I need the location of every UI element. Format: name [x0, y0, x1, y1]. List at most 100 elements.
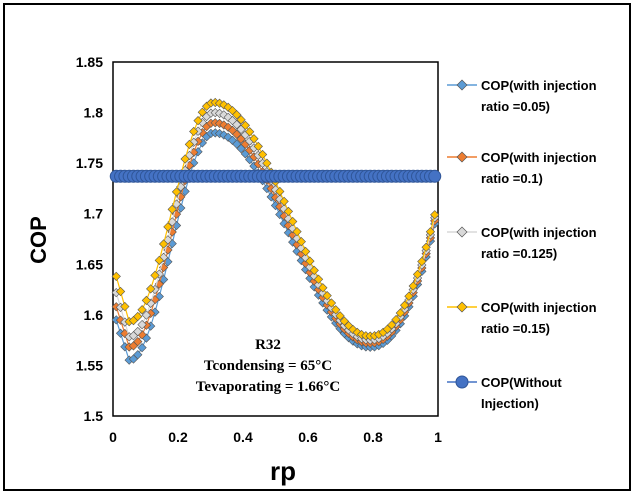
legend-item-3: COP(with injection ratio =0.125)	[447, 225, 597, 261]
data-point	[232, 129, 242, 139]
legend-item-2: COP(with injection ratio =0.1)	[447, 150, 597, 186]
data-point	[387, 320, 397, 330]
legend-label: Injection)	[481, 396, 539, 411]
data-point	[120, 301, 130, 312]
data-point	[146, 284, 156, 294]
data-point	[262, 158, 272, 168]
x-axis-ticks: 0 0.2 0.4 0.6 0.8 1	[109, 429, 442, 445]
y-tick-label: 1.7	[84, 206, 104, 222]
data-point	[240, 120, 250, 130]
data-point	[430, 210, 440, 220]
data-point	[133, 337, 143, 347]
data-point	[137, 343, 147, 353]
legend-label: ratio =0.05)	[481, 99, 550, 114]
data-point	[167, 204, 177, 214]
data-point	[163, 222, 173, 232]
x-tick-label: 0.2	[168, 429, 188, 445]
chart-annotation: R32 Tcondensing = 65°C Tevaporating = 1.…	[196, 337, 340, 395]
legend-marker	[456, 226, 468, 238]
data-point	[189, 126, 199, 137]
data-point	[141, 295, 152, 306]
legend-item-5: COP(Without Injection)	[447, 375, 562, 411]
data-point	[193, 116, 203, 126]
legend-label: ratio =0.125)	[481, 246, 557, 261]
annotation-line-3: Tevaporating = 1.66°C	[196, 379, 340, 395]
series-5	[109, 169, 442, 183]
legend-marker	[456, 301, 468, 313]
data-point	[288, 216, 298, 227]
x-tick-label: 0.4	[233, 429, 253, 445]
legend-label: COP(with injection	[481, 78, 597, 93]
legend-label: COP(with injection	[481, 300, 597, 315]
data-point	[245, 127, 255, 137]
data-point	[279, 196, 289, 206]
data-point	[408, 281, 418, 291]
data-point	[322, 291, 332, 301]
data-point	[133, 326, 143, 337]
data-point	[253, 141, 263, 151]
data-point	[171, 187, 182, 197]
data-point	[296, 237, 306, 247]
data-point	[425, 227, 436, 237]
data-point	[184, 139, 195, 150]
legend-marker	[456, 79, 468, 91]
data-point	[309, 265, 319, 276]
data-point	[197, 107, 207, 117]
data-point	[305, 256, 315, 266]
data-point	[326, 298, 337, 308]
y-tick-label: 1.75	[76, 155, 103, 171]
data-point	[219, 120, 229, 130]
data-point	[339, 316, 349, 326]
data-point	[232, 119, 242, 130]
data-point	[133, 350, 143, 360]
data-point	[232, 110, 242, 120]
series-layer	[109, 97, 442, 365]
data-point	[301, 246, 311, 257]
x-tick-label: 0.8	[363, 429, 383, 445]
data-point	[141, 310, 152, 320]
x-tick-label: 0.6	[298, 429, 318, 445]
data-point	[399, 300, 410, 310]
legend-item-4: COP(with injection ratio =0.15)	[447, 300, 597, 336]
data-point	[150, 270, 160, 281]
data-point	[154, 255, 164, 265]
y-tick-label: 1.5	[84, 408, 104, 424]
data-point	[331, 305, 341, 315]
legend-marker	[455, 375, 469, 389]
annotation-line-1: R32	[255, 337, 281, 353]
y-tick-label: 1.8	[84, 105, 104, 121]
data-point	[219, 100, 229, 110]
data-point	[180, 154, 190, 164]
y-tick-label: 1.6	[84, 307, 104, 323]
data-point	[115, 286, 126, 297]
legend-marker	[456, 151, 468, 163]
data-point	[249, 134, 259, 144]
data-point	[395, 308, 405, 318]
data-point	[335, 311, 345, 321]
data-point	[275, 186, 285, 197]
annotation-line-2: Tcondensing = 65°C	[204, 358, 332, 374]
data-point	[391, 314, 401, 325]
y-axis-label: COP	[26, 216, 51, 264]
data-point	[137, 319, 147, 330]
x-tick-label: 1	[434, 429, 442, 445]
data-point	[283, 206, 294, 217]
series-4	[111, 97, 440, 341]
data-point	[421, 242, 431, 252]
legend-item-1: COP(with injection ratio =0.05)	[447, 78, 597, 114]
y-tick-label: 1.55	[76, 357, 103, 373]
data-point	[318, 283, 328, 293]
data-point	[428, 169, 442, 183]
y-tick-label: 1.85	[76, 54, 103, 70]
data-point	[417, 256, 427, 267]
x-axis-label: rp	[270, 456, 296, 486]
data-point	[313, 274, 324, 284]
x-tick-label: 0	[109, 429, 117, 445]
data-point	[236, 115, 246, 125]
legend-label: COP(Without	[481, 375, 562, 390]
legend-label: COP(with injection	[481, 225, 597, 240]
data-point	[257, 149, 268, 160]
data-point	[111, 271, 121, 282]
